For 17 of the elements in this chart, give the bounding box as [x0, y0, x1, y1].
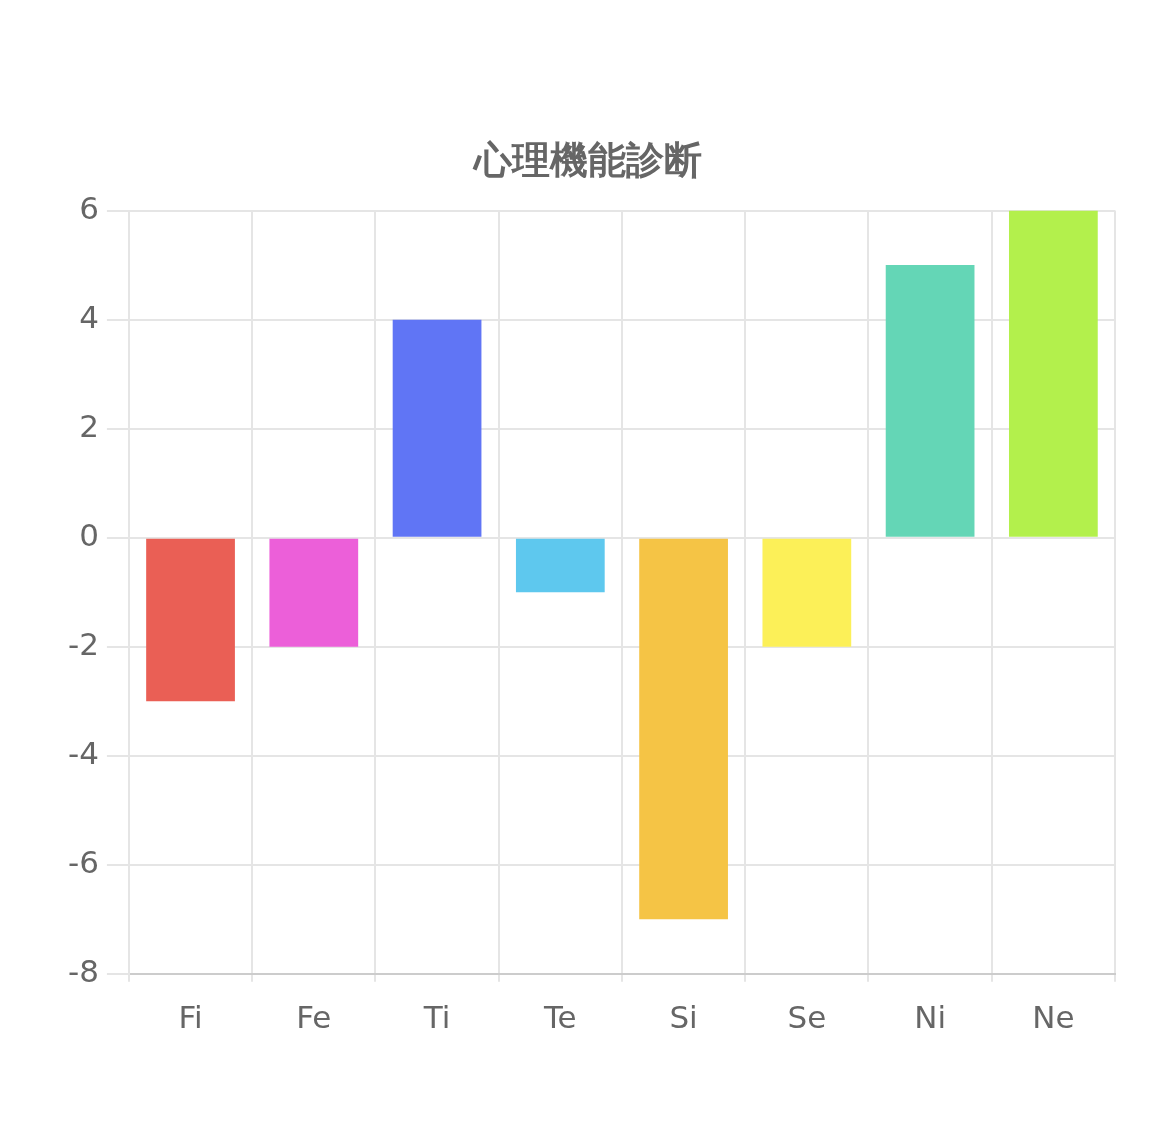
y-tick-label: -8	[67, 952, 99, 989]
x-tick-label: Fi	[178, 999, 203, 1036]
x-tick-label: Ne	[1032, 999, 1075, 1036]
x-tick-label: Ni	[914, 999, 947, 1036]
chart-title: 心理機能診断	[471, 137, 702, 182]
y-tick-label: 4	[79, 298, 99, 335]
y-tick-label: 2	[79, 407, 99, 444]
y-tick-label: -2	[67, 625, 99, 662]
x-tick-label: Si	[669, 999, 698, 1036]
y-tick-label: -4	[67, 734, 99, 771]
x-tick-label: Se	[787, 999, 827, 1036]
y-tick-label: -6	[67, 843, 99, 880]
x-tick-label: Fe	[296, 999, 332, 1036]
x-tick-label: Te	[542, 999, 577, 1036]
x-tick-label: Ti	[422, 999, 451, 1036]
y-tick-label: 6	[79, 189, 99, 226]
y-tick-label: 0	[79, 516, 99, 553]
